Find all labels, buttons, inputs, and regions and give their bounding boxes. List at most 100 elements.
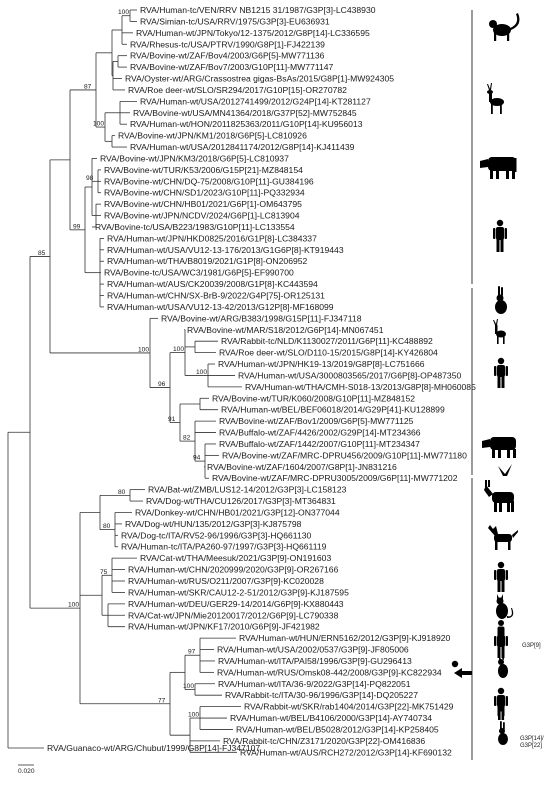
bootstrap-label: 85: [38, 250, 46, 257]
leaf-label: RVA/Human-wt/THA/B8019/2021/G1P[8]-ON206…: [107, 256, 308, 266]
donkey-icon: [484, 480, 514, 512]
leaf-label: RVA/Donkey-wt/CHN/HB01/2021/G3P[12]-ON37…: [135, 507, 340, 517]
deer-icon: [493, 319, 506, 344]
leaf-label: RVA/Human-wt/JPN/HKD0825/2016/G1P[8]-LC3…: [107, 233, 317, 243]
leaf-label: RVA/Human-wt/RUS/O211/2007/G3P[9]-KC0200…: [128, 576, 324, 586]
bootstrap-label: 100: [93, 121, 104, 128]
leaf-label: RVA/Rabbit-tc/NLD/K1130027/2011/G6P[11]-…: [221, 336, 433, 346]
leaf-label: RVA/Dog-wt/THA/CU126/2017/G3P[3]-MT36483…: [146, 496, 336, 506]
leaf-labels: RVA/Human-tc/VEN/RRV NB1215 31/1987/G3P[…: [47, 5, 476, 757]
leaf-label: RVA/Human-wt/THA/CMH-S018-13/2013/G8P[8]…: [245, 382, 476, 392]
bootstrap-label: 100: [183, 683, 194, 690]
leaf-label: RVA/Human-wt/AUS/CK20039/2008/G1P[8]-KC4…: [107, 279, 318, 289]
leaf-label: RVA/Bovine-wt/ZAF/Bov1/2009/G6P[5]-MW771…: [219, 416, 414, 426]
leaf-label: RVA/Human-wt/JPN/KF17/2010/G6P[9]-JF4219…: [128, 622, 320, 632]
scale-bar-label: 0.020: [18, 768, 35, 775]
leaf-label: RVA/Bovine-wt/CHN/SD1/2023/G10P[11]-PQ33…: [104, 188, 305, 198]
rabbit-icon: [498, 721, 508, 745]
leaf-label: RVA/Bovine-tc/USA/WC3/1981/G6P[5]-EF9907…: [104, 268, 294, 278]
leaf-label: RVA/Rabbit-tc/ITA/30-96/1996/G3P[14]-DQ2…: [225, 690, 418, 700]
human-icon: [493, 219, 507, 252]
leaf-label: RVA/Human-wt/ITA/PAI58/1996/G3P[9]-GU296…: [218, 656, 412, 666]
bootstrap-label: 100: [196, 369, 207, 376]
leaf-label: RVA/Human-wt/ITA/36-9/2022/G3P[14]-PQ822…: [218, 679, 411, 689]
leaf-label: RVA/Human-wt/CHN/2020999/2020/G3P[9]-OR2…: [128, 565, 339, 575]
deer-icon: [487, 83, 504, 114]
bootstrap-label: 100: [188, 712, 199, 719]
leaf-label: RVA/Human-wt/USA/2002/0537/G3P[9]-JF8050…: [217, 645, 409, 655]
rabbit-icon: [495, 286, 507, 314]
human-icon: [497, 620, 505, 646]
leaf-label: RVA/Bovine-wt/CHN/DQ-75/2008/G10P[11]-GU…: [104, 176, 314, 186]
leaf-label: RVA/Dog-tc/ITA/RV52-96/1996/G3P[3]-HQ661…: [121, 530, 311, 540]
bootstrap-label: 91: [168, 416, 176, 423]
leaf-label: RVA/Bovine-tc/USA/B223/1983/G10P[11]-LC1…: [95, 222, 295, 232]
leaf-label: RVA/Roe deer-wt/SLO/SR294/2017/G10P[15]-…: [128, 85, 347, 95]
bootstrap-label: 80: [103, 523, 111, 530]
bootstrap-label: 80: [118, 489, 126, 496]
annotation-g3p22: G3P[22]: [520, 743, 542, 749]
leaf-label: RVA/Bovine-wt/JPN/KM3/2018/G6P[5]-LC8109…: [100, 153, 289, 163]
cow-icon: [482, 437, 516, 458]
leaf-label: RVA/Bovine-wt/ZAF/MRC-DPRU456/2009/G10P[…: [222, 450, 467, 460]
leaf-label: RVA/Human-wt/SKR/CAU12-2-51/2012/G3P[9]-…: [128, 587, 349, 597]
leaf-label: RVA/Human-wt/DEU/GER29-14/2014/G6P[9]-KX…: [128, 599, 344, 609]
leaf-label: RVA/Human-wt/JPN/Tokyo/12-1375/2012/G8P[…: [136, 28, 370, 38]
leaf-label: RVA/Human-tc/VEN/RRV NB1215 31/1987/G3P[…: [140, 5, 376, 15]
leaf-label: RVA/Human-wt/USA/VU12-13-176/2013/G1G6P[…: [107, 245, 344, 255]
leaf-label: RVA/Guanaco-wt/ARG/Chubut/1999/G8P[14]-F…: [47, 743, 260, 753]
leaf-label: RVA/Human-wt/JPN/HK19-13/2019/G8P[8]-LC7…: [218, 359, 425, 369]
bootstrap-label: 75: [100, 569, 108, 576]
leaf-label: RVA/Bovine-wt/ZAF/Bov7/2003/G10P[11]-MW7…: [130, 62, 334, 72]
leaf-label: RVA/Buffalo-wt/ZAF/1442/2007/G10P[11]-MT…: [219, 439, 420, 449]
leaf-label: RVA/Human-wt/BEL/BEF06018/2014/G29P[41]-…: [221, 405, 445, 415]
leaf-label: RVA/Bat-wt/ZMB/LUS12-14/2012/G3P[3]-LC15…: [148, 485, 347, 495]
bootstrap-label: 96: [158, 381, 166, 388]
dot-icon: [451, 660, 459, 668]
leaf-label: RVA/Human-tc/ITA/PA260-97/1997/G3P[3]-HQ…: [121, 542, 327, 552]
monkey-icon: [489, 13, 520, 41]
leaf-label: RVA/Bovine-wt/ZAF/1604/2007/G8P[1]-JN831…: [207, 462, 397, 472]
leaf-label: RVA/Bovine-wt/ZAF/Bov4/2003/G6P[5]-MW771…: [130, 51, 325, 61]
leaf-label: RVA/Human-wt/CHN/SX-BrB-9/2022/G4P[75]-O…: [107, 291, 325, 301]
leaf-label: RVA/Bovine-wt/TUR/K53/2006/G15P[21]-MZ84…: [104, 165, 303, 175]
leaf-label: RVA/Human-wt/BEL/B4106/2000/G3P[14]-AY74…: [230, 713, 432, 723]
leaf-label: RVA/Bovine-wt/ZAF/MRC-DPRU3005/2009/G6P[…: [212, 473, 458, 483]
leaf-label: RVA/Human-wt/BEL/B5028/2012/G3P[14]-KP25…: [236, 724, 439, 734]
bird-icon: [498, 464, 512, 476]
cat-icon: [498, 656, 508, 678]
annotation-g3p14: G3P[14]/: [520, 736, 544, 742]
human-icon: [497, 695, 505, 720]
leaf-label: RVA/Bovine-wt/JPN/NCDV/2024/G6P[1]-LC813…: [104, 211, 300, 221]
bootstrap-label: 100: [173, 346, 184, 353]
bootstrap-label: 94: [193, 455, 201, 462]
leaf-label: RVA/Bovine-wt/ARG/B383/1998/G15P[11]-FJ3…: [161, 313, 362, 323]
annotation-g3p9: G3P[9]: [522, 643, 541, 649]
human-icon: [494, 357, 508, 388]
leaf-label: RVA/Rabbit-wt/SKR/rab1404/2014/G3P[22]-M…: [244, 702, 454, 712]
bootstrap-label: 99: [73, 223, 81, 230]
bootstrap-label: 98: [86, 175, 94, 182]
leaf-label: RVA/Buffalo-wt/ZAF/4426/2002/G29P[14]-MT…: [219, 428, 421, 438]
cat-icon: [496, 594, 514, 619]
bootstrap-label: 100: [138, 346, 149, 353]
leaf-label: RVA/Human-wt/HUN/ERN5162/2012/G3P[9]-KJ9…: [239, 633, 451, 643]
leaf-label: RVA/Human-wt/USA/3000803565/2017/G6P[8]-…: [238, 370, 461, 380]
bootstrap-label: 100: [68, 602, 79, 609]
leaf-label: RVA/Human-wt/USA/2012841174/2012/G8P[14]…: [130, 142, 355, 152]
cow-icon: [480, 157, 517, 179]
leaf-label: RVA/Bovine-wt/USA/MN41364/2018/G37P[52]-…: [133, 108, 357, 118]
leaf-label: RVA/Rabbit-tc/CHN/Z3171/2020/G3P[22]-OM4…: [223, 736, 425, 746]
bootstrap-label: 77: [158, 697, 166, 704]
bootstrap-label: 82: [183, 435, 191, 442]
leaf-label: RVA/Human-wt/HON/2011825363/2011/G10P[14…: [130, 119, 363, 129]
leaf-label: RVA/Roe deer-wt/SLO/D110-15/2015/G8P[14]…: [219, 348, 438, 358]
bootstrap-label: 100: [118, 9, 129, 16]
leaf-label: RVA/Rhesus-tc/USA/PTRV/1990/G8P[1]-FJ422…: [130, 39, 325, 49]
leaf-label: RVA/Bovine-wt/MAR/S18/2012/G6P[14]-MN067…: [187, 325, 384, 335]
tree-branches: [7, 9, 242, 753]
leaf-label: RVA/Bovine-wt/CHN/HB01/2021/G6P[1]-OM643…: [104, 199, 302, 209]
leaf-label: RVA/Dog-wt/HUN/135/2012/G3P[3]-KJ875798: [125, 519, 302, 529]
bootstrap-label: 87: [84, 83, 92, 90]
